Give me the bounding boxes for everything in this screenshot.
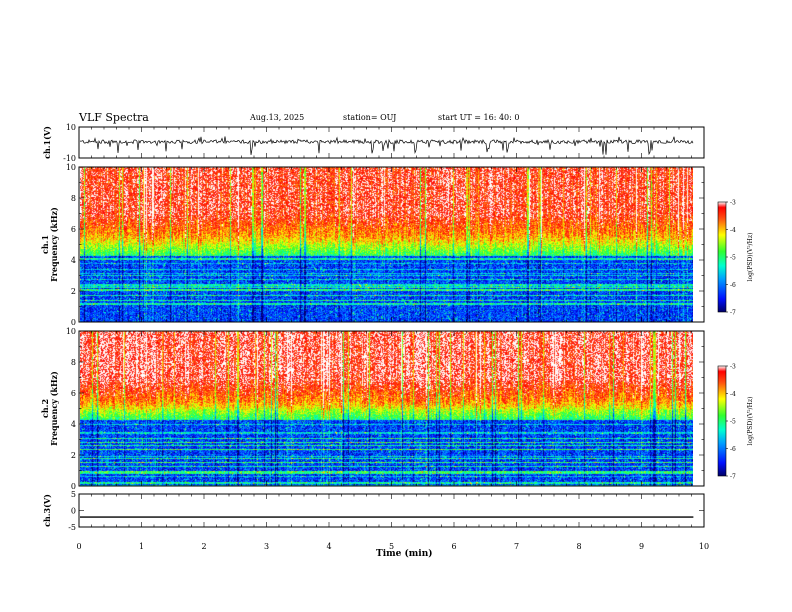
- x-tick-label: 8: [576, 542, 581, 551]
- y-axis-label-channel: ch.1: [40, 235, 50, 254]
- y-tick-label: 0: [71, 507, 76, 516]
- y-tick-label: 10: [66, 163, 76, 172]
- colorbar-tick-label: -3: [730, 364, 736, 371]
- y-tick-label: 6: [71, 389, 76, 398]
- x-tick-label: 10: [699, 542, 709, 551]
- colorbar-tick-label: -5: [730, 419, 736, 426]
- y-tick-label: 10: [66, 123, 76, 132]
- y-tick-label: 5: [71, 490, 76, 499]
- date-label: Aug.13, 2025: [250, 113, 305, 122]
- y-tick-label: 4: [71, 256, 76, 265]
- x-tick-label: 6: [451, 542, 456, 551]
- colorbar-tick-label: -4: [730, 391, 736, 398]
- colorbar-tick-label: -4: [730, 227, 736, 234]
- x-tick-label: 3: [264, 542, 269, 551]
- y-tick-label: 8: [71, 358, 76, 367]
- colorbar-tick-label: -7: [730, 310, 736, 317]
- ch1-spectrogram: [80, 167, 693, 322]
- y-tick-label: 4: [71, 420, 76, 429]
- y-tick-label: 0: [71, 482, 76, 491]
- chart-title: VLF Spectra: [79, 111, 149, 124]
- start-time-label: start UT = 16: 40: 0: [438, 113, 520, 122]
- y-tick-label: 0: [71, 318, 76, 327]
- x-tick-label: 2: [201, 542, 206, 551]
- colorbar-tick-label: -3: [730, 200, 736, 207]
- x-tick-label: 7: [514, 542, 519, 551]
- colorbar-label: log(PSD)(V²/Hz): [747, 397, 754, 446]
- y-tick-label: 2: [71, 451, 76, 460]
- station-label: station= OUJ: [343, 113, 397, 122]
- x-axis-label: Time (min): [376, 549, 433, 559]
- x-tick-label: 5: [389, 542, 394, 551]
- colorbar-tick-label: -7: [730, 474, 736, 481]
- ch2-spectrogram: [80, 331, 693, 486]
- ch1-waveform-line: [80, 136, 694, 156]
- y-axis-label: Frequency (kHz): [49, 371, 59, 446]
- colorbar-tick-label: -6: [730, 282, 736, 289]
- x-tick-label: 4: [326, 542, 331, 551]
- y-tick-label: -5: [68, 523, 76, 532]
- y-axis-label: ch.1(V): [42, 126, 52, 159]
- y-axis-label-channel: ch.2: [40, 399, 50, 418]
- y-tick-label: 8: [71, 194, 76, 203]
- colorbar-tick-label: -6: [730, 446, 736, 453]
- colorbar-2: [717, 365, 727, 477]
- colorbar-label: log(PSD)(V²/Hz): [747, 233, 754, 282]
- x-tick-label: 1: [139, 542, 144, 551]
- y-tick-label: 6: [71, 225, 76, 234]
- x-tick-label: 9: [639, 542, 644, 551]
- y-tick-label: 2: [71, 287, 76, 296]
- colorbar-1: [717, 201, 727, 313]
- x-tick-label: 0: [76, 542, 81, 551]
- y-axis-label: Frequency (kHz): [49, 207, 59, 282]
- y-axis-label: ch.3(V): [42, 494, 52, 527]
- colorbar-tick-label: -5: [730, 255, 736, 262]
- y-tick-label: -10: [63, 154, 76, 163]
- y-tick-label: 10: [66, 327, 76, 336]
